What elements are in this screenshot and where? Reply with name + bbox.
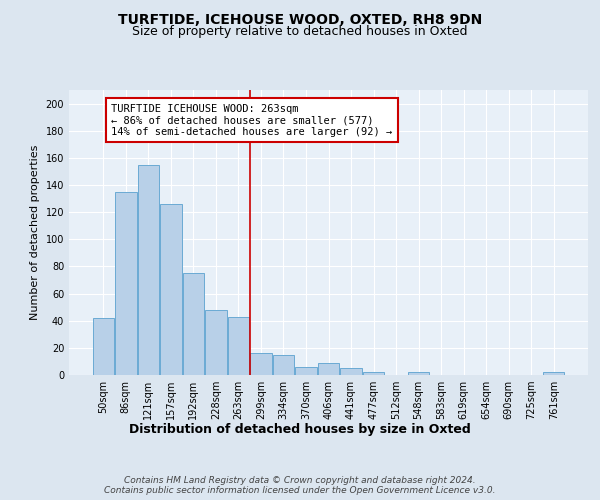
Bar	[137, 164, 159, 375]
Text: TURFTIDE ICEHOUSE WOOD: 263sqm
← 86% of detached houses are smaller (577)
14% of: TURFTIDE ICEHOUSE WOOD: 263sqm ← 86% of …	[111, 104, 392, 137]
Y-axis label: Number of detached properties: Number of detached properties	[30, 145, 40, 320]
Text: TURFTIDE, ICEHOUSE WOOD, OXTED, RH8 9DN: TURFTIDE, ICEHOUSE WOOD, OXTED, RH8 9DN	[118, 12, 482, 26]
Bar	[340, 368, 362, 375]
Bar	[273, 354, 294, 375]
Text: Contains HM Land Registry data © Crown copyright and database right 2024.
Contai: Contains HM Land Registry data © Crown c…	[104, 476, 496, 495]
Bar	[408, 372, 429, 375]
Bar	[228, 316, 249, 375]
Bar	[115, 192, 137, 375]
Bar	[318, 363, 339, 375]
Bar	[363, 372, 384, 375]
Bar	[205, 310, 227, 375]
Text: Size of property relative to detached houses in Oxted: Size of property relative to detached ho…	[132, 25, 468, 38]
Bar	[92, 318, 114, 375]
Bar	[295, 367, 317, 375]
Bar	[160, 204, 182, 375]
Text: Distribution of detached houses by size in Oxted: Distribution of detached houses by size …	[129, 422, 471, 436]
Bar	[250, 354, 272, 375]
Bar	[543, 372, 565, 375]
Bar	[182, 273, 204, 375]
